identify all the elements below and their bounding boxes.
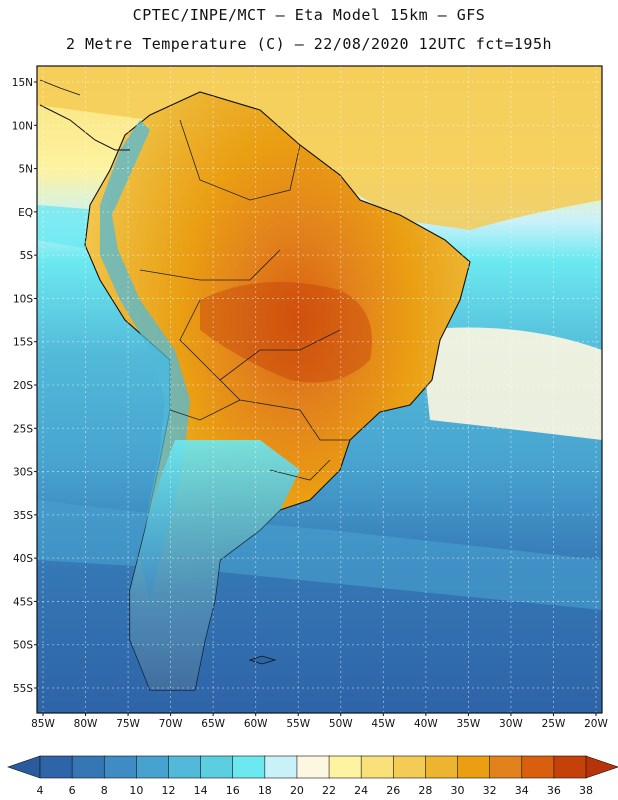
lon-label: 25W bbox=[542, 718, 566, 730]
lat-label: 55S bbox=[13, 683, 33, 695]
country-borders bbox=[139, 119, 350, 481]
falkland-islands bbox=[248, 655, 277, 665]
colorbar-swatch bbox=[200, 755, 234, 779]
colorbar-tick-label: 6 bbox=[69, 784, 76, 797]
colorbar-tick-label: 4 bbox=[37, 784, 44, 797]
lon-label: 65W bbox=[201, 718, 225, 730]
colorbar-tick-label: 10 bbox=[129, 784, 143, 797]
lon-label: 35W bbox=[457, 718, 481, 730]
lon-label: 85W bbox=[31, 718, 55, 730]
colorbar-swatch bbox=[71, 755, 106, 779]
lon-label: 55W bbox=[286, 718, 310, 730]
colorbar-swatch bbox=[392, 755, 427, 779]
colorbar-tick-label: 20 bbox=[290, 784, 304, 797]
lat-label: 50S bbox=[13, 640, 33, 652]
lon-label: 60W bbox=[244, 718, 268, 730]
southern-cone-cool bbox=[130, 440, 300, 690]
colorbar-tick-label: 32 bbox=[483, 784, 497, 797]
lat-label: 10N bbox=[12, 120, 33, 132]
lat-label: 15S bbox=[13, 337, 33, 349]
colorbar-swatch bbox=[425, 755, 459, 779]
hot-core-central-brazil bbox=[200, 282, 372, 383]
colorbar-swatch bbox=[296, 755, 330, 779]
colorbar-swatch bbox=[168, 755, 202, 779]
lat-label: 5S bbox=[20, 250, 34, 262]
colorbar-tick-label: 30 bbox=[451, 784, 465, 797]
colorbar-swatch bbox=[136, 755, 170, 779]
colorbar-tick-label: 34 bbox=[515, 784, 529, 797]
lat-label: 35S bbox=[13, 510, 33, 522]
colorbar-swatch bbox=[360, 755, 395, 779]
atlantic-mild-band bbox=[420, 327, 602, 440]
colorbar-tick-label: 28 bbox=[418, 784, 432, 797]
colorbar-tick-label: 24 bbox=[354, 784, 368, 797]
lat-label: 45S bbox=[13, 596, 33, 608]
colorbar-low-arrow bbox=[7, 755, 41, 779]
colorbar-swatch bbox=[103, 755, 138, 779]
colorbar-tick-label: 12 bbox=[161, 784, 175, 797]
colorbar-swatch bbox=[232, 755, 266, 779]
lon-label: 20W bbox=[584, 718, 608, 730]
colorbar-high-arrow bbox=[585, 755, 618, 779]
colorbar-swatch bbox=[521, 755, 555, 779]
colorbar-tick-label: 8 bbox=[101, 784, 108, 797]
colorbar-tick-label: 38 bbox=[579, 784, 593, 797]
colorbar-swatch bbox=[328, 755, 362, 779]
colorbar-tick-label: 36 bbox=[547, 784, 561, 797]
colorbar-tick-label: 22 bbox=[322, 784, 336, 797]
lon-label: 40W bbox=[414, 718, 438, 730]
colorbar-swatch bbox=[489, 755, 523, 779]
lat-label: 10S bbox=[13, 293, 33, 305]
lat-label: 20S bbox=[13, 380, 33, 392]
lat-label: 5N bbox=[18, 164, 33, 176]
lon-label: 45W bbox=[371, 718, 395, 730]
lat-label: 30S bbox=[13, 467, 33, 479]
graticule bbox=[37, 66, 602, 713]
colorbar-tick-label: 14 bbox=[194, 784, 208, 797]
chart-title-line2: 2 Metre Temperature (C) – 22/08/2020 12U… bbox=[65, 35, 553, 53]
colorbar-tick-label: 26 bbox=[386, 784, 400, 797]
lon-label: 30W bbox=[499, 718, 523, 730]
lon-label: 70W bbox=[159, 718, 183, 730]
chart-title-line1: CPTEC/INPE/MCT – Eta Model 15km – GFS bbox=[132, 6, 486, 24]
colorbar-swatch bbox=[264, 755, 298, 779]
lat-label: 25S bbox=[13, 423, 33, 435]
lon-label: 75W bbox=[116, 718, 140, 730]
pacific-cool-patch bbox=[37, 205, 100, 250]
lon-label: 80W bbox=[74, 718, 98, 730]
colorbar-tick-label: 16 bbox=[226, 784, 240, 797]
colorbar-swatch bbox=[457, 755, 491, 779]
central-america-outline bbox=[39, 104, 130, 151]
lat-label: 15N bbox=[12, 77, 33, 89]
colorbar-tick-label: 18 bbox=[258, 784, 272, 797]
lat-label: EQ bbox=[18, 207, 33, 219]
lon-label: 50W bbox=[329, 718, 353, 730]
colorbar-swatch bbox=[39, 755, 73, 779]
map-frame bbox=[36, 65, 603, 714]
colorbar bbox=[7, 755, 618, 779]
colorbar-swatch bbox=[553, 755, 587, 779]
lat-label: 40S bbox=[13, 553, 33, 565]
caribbean-outline bbox=[39, 79, 81, 96]
